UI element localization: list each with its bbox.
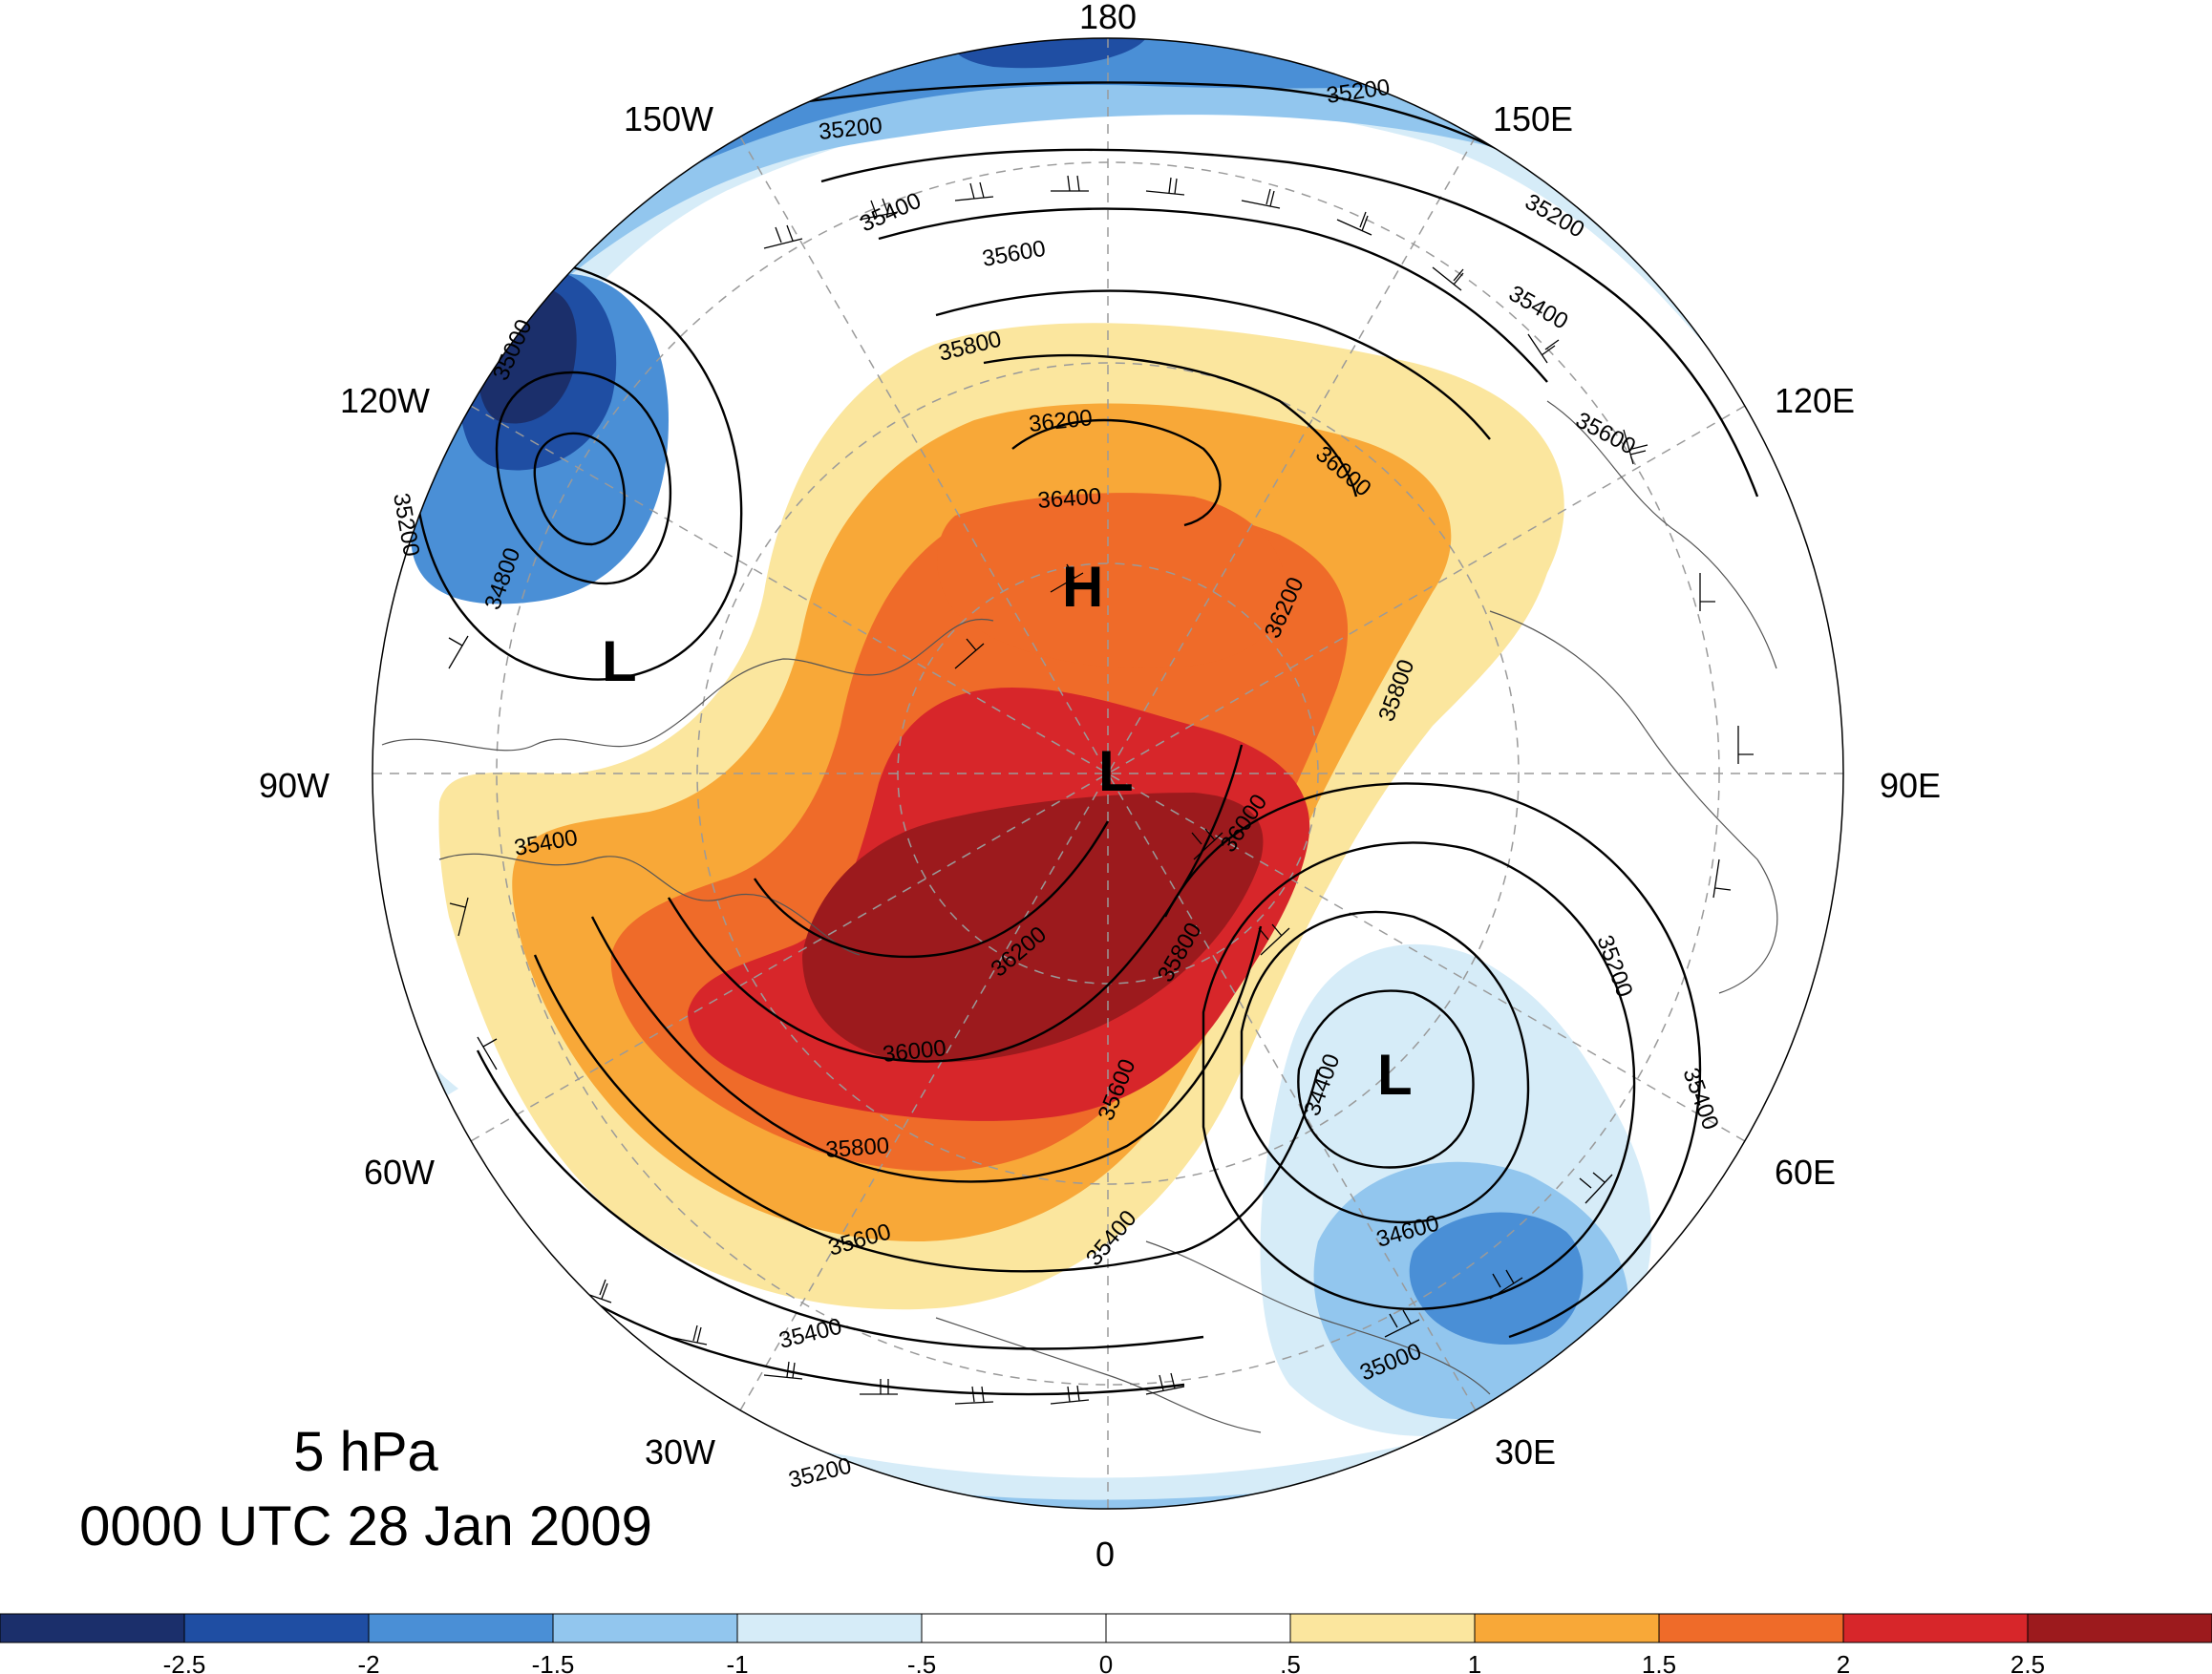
colorbar-box xyxy=(921,1613,1107,1643)
pressure-level-title: 5 hPa xyxy=(293,1421,438,1483)
longitude-label-150e: 150E xyxy=(1493,99,1573,138)
longitude-label-0: 0 xyxy=(1095,1535,1115,1574)
colorbar-boxes xyxy=(0,1613,2212,1643)
colorbar-tick-label: 1.5 xyxy=(1642,1650,1676,1674)
contour-label: 36400 xyxy=(1037,483,1102,514)
colorbar-box xyxy=(1842,1613,2029,1643)
colorbar-box xyxy=(0,1613,185,1643)
height-contours xyxy=(413,81,1817,1396)
low-center-marker: L xyxy=(1098,739,1134,803)
colorbar-box xyxy=(368,1613,554,1643)
colorbar-box xyxy=(1289,1613,1476,1643)
colorbar-tick-label: -.5 xyxy=(907,1650,936,1674)
colorbar-tick-label: -2 xyxy=(357,1650,379,1674)
colorbar-tick-label: -1.5 xyxy=(532,1650,575,1674)
longitude-label-60w: 60W xyxy=(364,1153,435,1192)
colorbar-tick-label: 1 xyxy=(1468,1650,1481,1674)
longitude-label-90e: 90E xyxy=(1880,766,1941,805)
longitude-label-90w: 90W xyxy=(259,766,330,805)
colorbar-box xyxy=(1658,1613,1844,1643)
colorbar-tick-label: .5 xyxy=(1280,1650,1301,1674)
colorbar-box xyxy=(552,1613,738,1643)
colorbar-tick-label: -1 xyxy=(726,1650,748,1674)
colorbar-tick-label: 2 xyxy=(1837,1650,1850,1674)
colorbar-tick-label: 0 xyxy=(1099,1650,1113,1674)
low-center-marker: L xyxy=(1377,1043,1413,1107)
longitude-label-60e: 60E xyxy=(1775,1153,1836,1192)
contour-label: 35200 xyxy=(786,1452,854,1493)
longitude-labels: 180 150E 120E 90E 60E 30E 0 30W 60W 90W … xyxy=(259,0,1941,1574)
contour-label: 35200 xyxy=(388,491,424,558)
contour-label: 35800 xyxy=(825,1133,890,1163)
wind-barbs xyxy=(448,175,1754,1405)
longitude-label-30w: 30W xyxy=(645,1432,715,1472)
colorbar-tick-label: 2.5 xyxy=(2010,1650,2045,1674)
longitude-label-30e: 30E xyxy=(1495,1432,1556,1472)
longitude-label-150w: 150W xyxy=(624,99,713,138)
colorbar-box xyxy=(1105,1613,1291,1643)
high-center-marker: H xyxy=(1062,555,1103,619)
longitude-label-120w: 120W xyxy=(340,381,430,420)
valid-time-title: 0000 UTC 28 Jan 2009 xyxy=(79,1495,652,1557)
colorbar-tick-labels: -2.5 -2 -1.5 -1 -.5 0 .5 1 1.5 2 2.5 xyxy=(163,1650,2045,1674)
positive-anomaly-fills xyxy=(438,323,1564,1310)
colorbar-tick-label: -2.5 xyxy=(163,1650,206,1674)
longitude-label-120e: 120E xyxy=(1775,381,1855,420)
colorbar-box xyxy=(736,1613,923,1643)
coastlines xyxy=(381,400,1778,1433)
colorbar-box xyxy=(2027,1613,2212,1643)
colorbar: -2.5 -2 -1.5 -1 -.5 0 .5 1 1.5 2 2.5 xyxy=(0,1613,2212,1674)
pressure-centers: H L L L xyxy=(602,555,1413,1107)
graticule xyxy=(372,38,1843,1509)
longitude-label-180: 180 xyxy=(1079,0,1137,36)
colorbar-box xyxy=(183,1613,370,1643)
colorbar-box xyxy=(1474,1613,1660,1643)
low-center-marker: L xyxy=(602,629,637,693)
map-border xyxy=(372,37,1844,1510)
